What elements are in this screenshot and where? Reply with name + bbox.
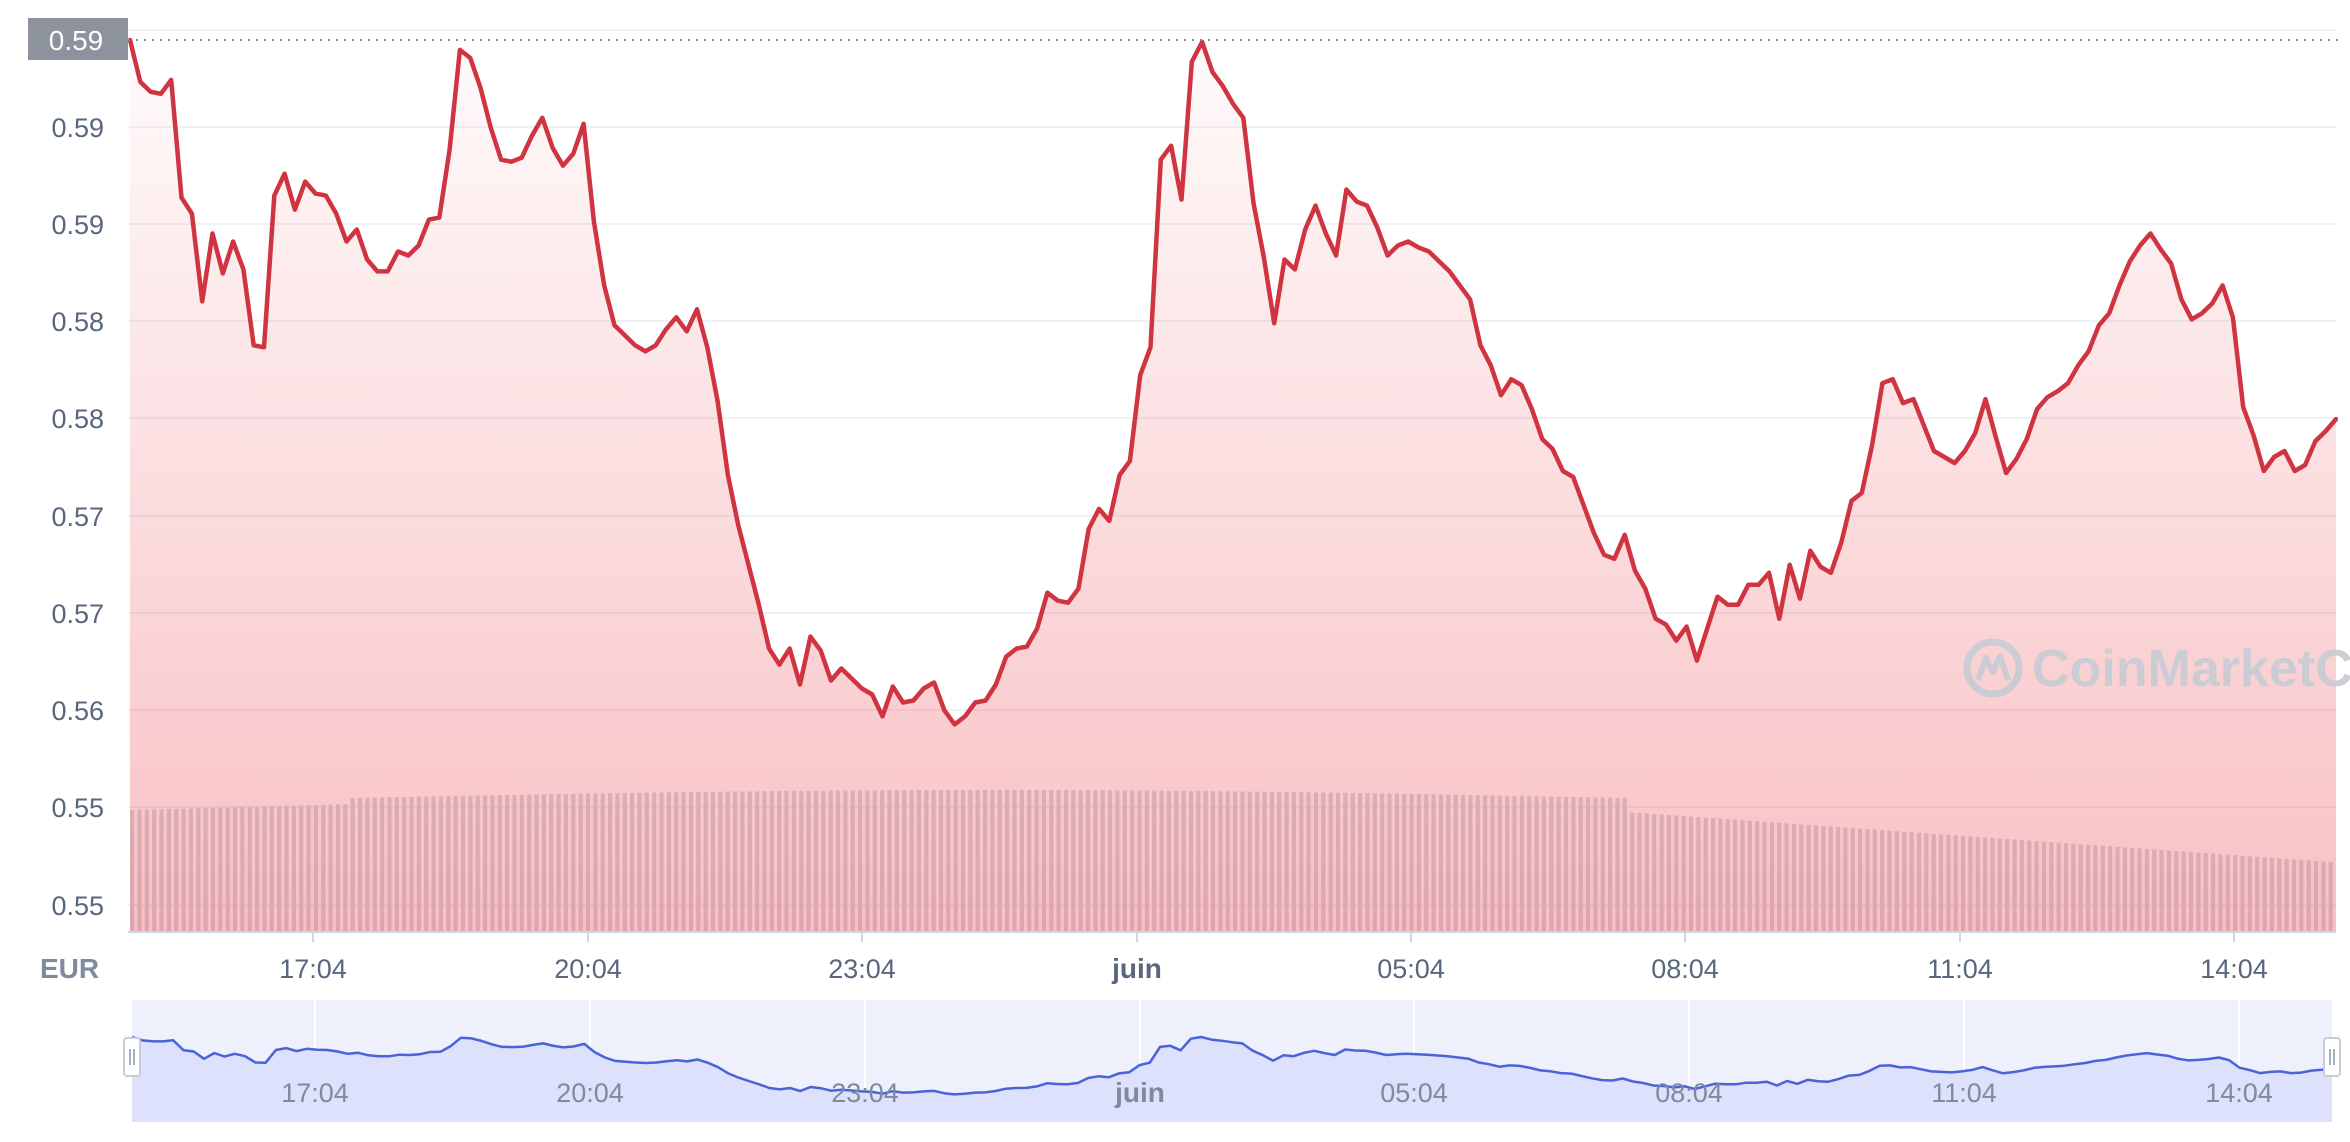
y-tick-label: 0.55	[51, 793, 104, 823]
y-tick-label: 0.57	[51, 599, 104, 629]
current-price-label: 0.59	[28, 17, 128, 60]
y-tick-label: 0.58	[51, 404, 104, 434]
y-tick-label: 0.55	[51, 891, 104, 921]
navigator[interactable]: 17:04 20:04 23:04 juin 05:04 08:04 11:04 14:04	[123, 1000, 2341, 1122]
x-tick-label: 23:04	[828, 954, 896, 984]
navigator-ticks: 17:04 20:04 23:04 juin 05:04 08:04 11:04 14:04	[281, 1077, 2273, 1108]
x-axis-ticks: 17:04 20:04 23:04 juin 05:04 08:04 11:04 14:04	[128, 931, 2336, 984]
price-line[interactable]	[128, 37, 2338, 727]
navigator-tick-label: 20:04	[556, 1078, 624, 1108]
navigator-area	[132, 1036, 2332, 1122]
navigator-tick-label: juin	[1114, 1077, 1165, 1108]
x-tick-label: 17:04	[279, 954, 347, 984]
y-tick-label: 0.59	[51, 210, 104, 240]
x-tick-label: 08:04	[1651, 954, 1719, 984]
navigator-tick-label: 23:04	[831, 1078, 899, 1108]
x-tick-label: juin	[1111, 953, 1162, 984]
y-tick-label: 0.56	[51, 696, 104, 726]
navigator-tick-label: 08:04	[1655, 1078, 1723, 1108]
navigator-left-handle[interactable]	[123, 1037, 141, 1077]
currency-label: EUR	[40, 953, 99, 984]
coinmarketcap-logo-icon	[1963, 638, 2023, 698]
x-tick-label: 14:04	[2200, 954, 2268, 984]
watermark-text: CoinMarketCap	[2032, 640, 2350, 698]
navigator-right-handle[interactable]	[2323, 1037, 2341, 1077]
y-axis-ticks: 0.59 0.59 0.58 0.58 0.57 0.57 0.56 0.55 0.55	[51, 113, 104, 921]
current-price-text: 0.59	[49, 25, 104, 56]
y-tick-label: 0.58	[51, 307, 104, 337]
navigator-tick-label: 11:04	[1931, 1078, 1997, 1108]
watermark: CoinMarketCap	[1963, 638, 2350, 698]
x-tick-label: 11:04	[1927, 954, 1993, 984]
x-tick-label: 20:04	[554, 954, 622, 984]
coinmarketcap-logo-mark	[1975, 653, 2011, 682]
navigator-tick-label: 17:04	[281, 1078, 349, 1108]
x-tick-label: 05:04	[1377, 954, 1445, 984]
navigator-tick-label: 05:04	[1380, 1078, 1448, 1108]
y-tick-label: 0.59	[51, 113, 104, 143]
y-tick-label: 0.57	[51, 502, 104, 532]
price-area-fill	[130, 40, 2336, 932]
navigator-line	[131, 1035, 2333, 1096]
navigator-tick-label: 14:04	[2205, 1078, 2273, 1108]
